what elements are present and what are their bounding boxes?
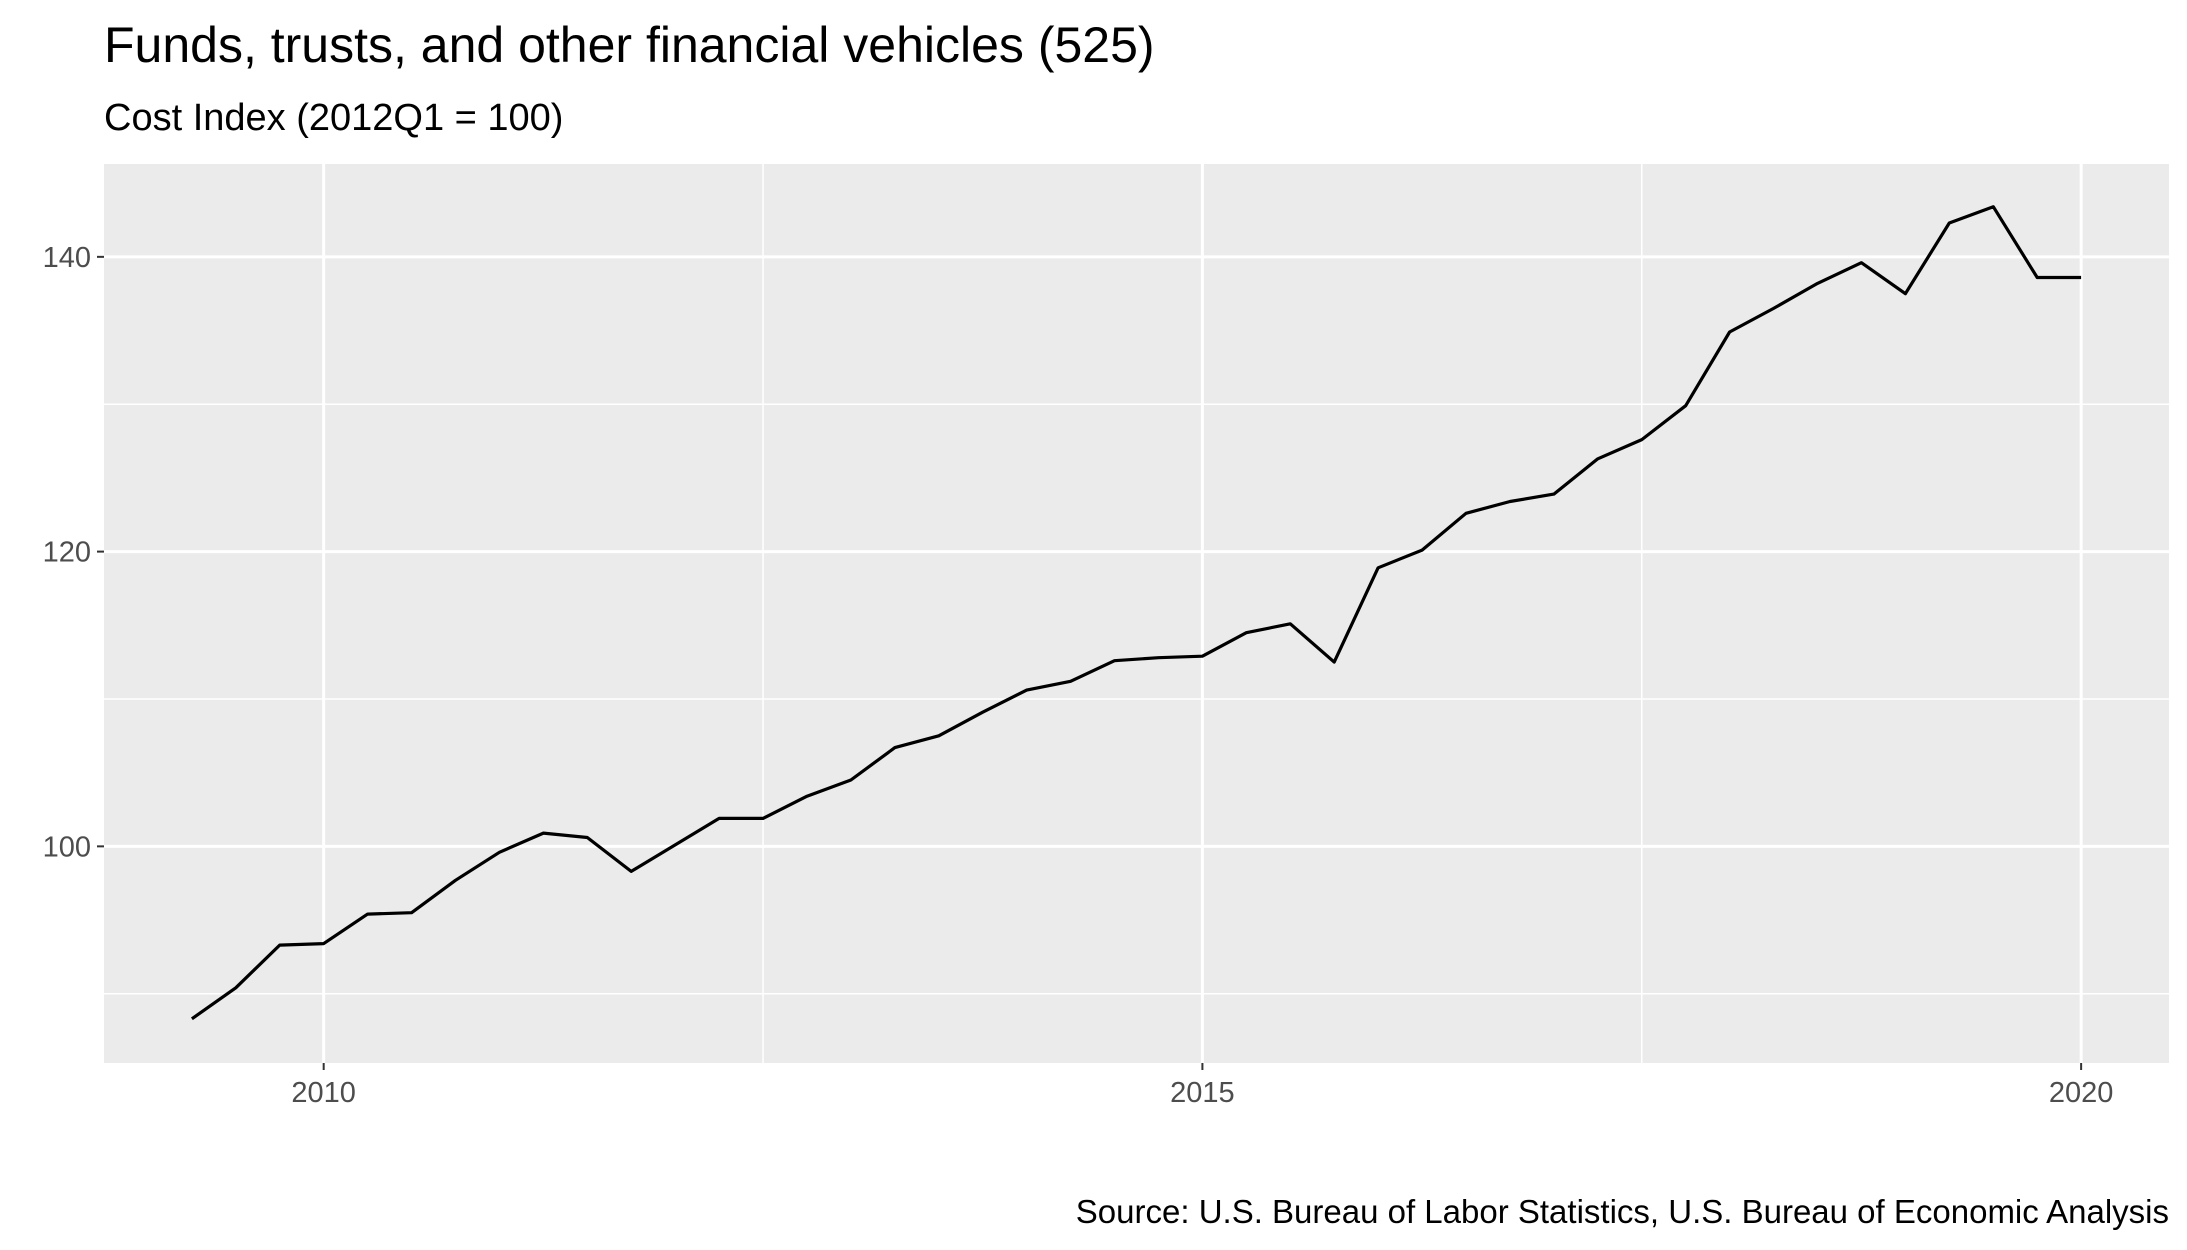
y-tick-label: 120 xyxy=(43,537,91,569)
x-tick-label: 2015 xyxy=(1170,1077,1235,1109)
chart-caption: Source: U.S. Bureau of Labor Statistics,… xyxy=(1076,1193,2169,1230)
y-tick-label: 100 xyxy=(43,831,91,863)
chart-subtitle: Cost Index (2012Q1 = 100) xyxy=(104,97,563,139)
chart-title: Funds, trusts, and other financial vehic… xyxy=(104,17,1155,73)
series-layer xyxy=(190,205,2082,1021)
series-line xyxy=(190,205,2082,1021)
axis-ticks xyxy=(97,255,2083,1070)
axis-tick-labels: 2010 2015 2020 100 120 140 xyxy=(43,242,2114,1109)
y-tick-label: 140 xyxy=(43,242,91,274)
plot-panel xyxy=(104,164,2169,1063)
minor-gridlines xyxy=(104,164,2169,1063)
x-tick-label: 2020 xyxy=(2049,1077,2114,1109)
major-gridlines xyxy=(104,164,2169,1063)
x-tick-label: 2010 xyxy=(291,1077,356,1109)
